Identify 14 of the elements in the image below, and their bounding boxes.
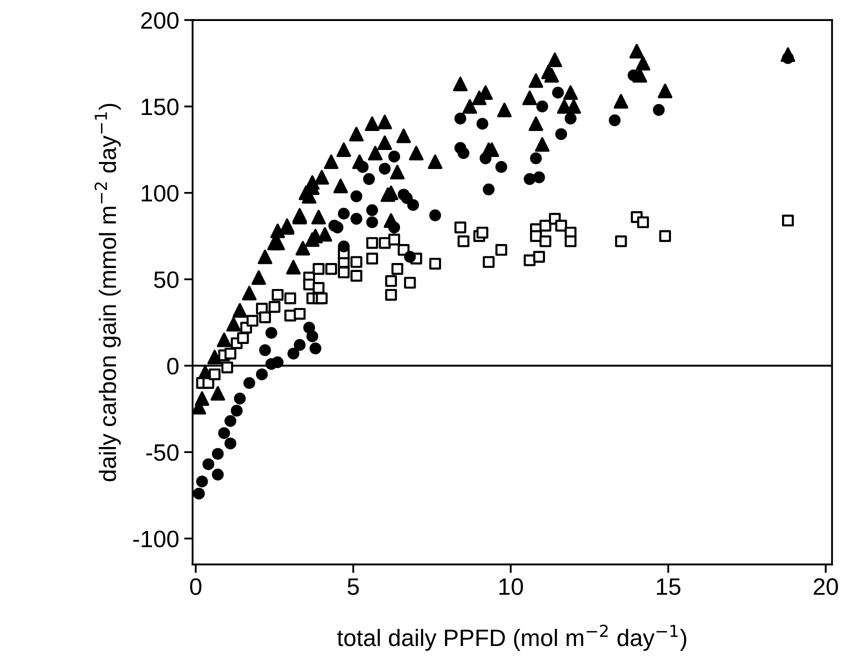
- x-tick-label: 10: [499, 578, 523, 595]
- x-axis-title: total daily PPFD (mol m$^{−2}$ day$^{−1}$): [337, 624, 686, 651]
- y-tick-label: 0: [167, 358, 178, 374]
- y-tick-label: -50: [146, 444, 178, 461]
- x-tick-label: 0: [190, 578, 202, 595]
- x-tick-label: 20: [814, 578, 838, 595]
- y-tick-label: 50: [154, 271, 178, 288]
- y-tick-label: 150: [142, 98, 178, 116]
- x-tick-label: 5: [348, 578, 359, 595]
- x-tick-label: 15: [656, 578, 680, 595]
- y-axis-title: daily carbon gain (mmol m$^{−2}$ day$^{−1}$): [94, 104, 121, 482]
- y-tick-label: 200: [141, 12, 178, 29]
- y-tick-label: -100: [133, 530, 178, 548]
- y-tick-label: 100: [142, 184, 178, 202]
